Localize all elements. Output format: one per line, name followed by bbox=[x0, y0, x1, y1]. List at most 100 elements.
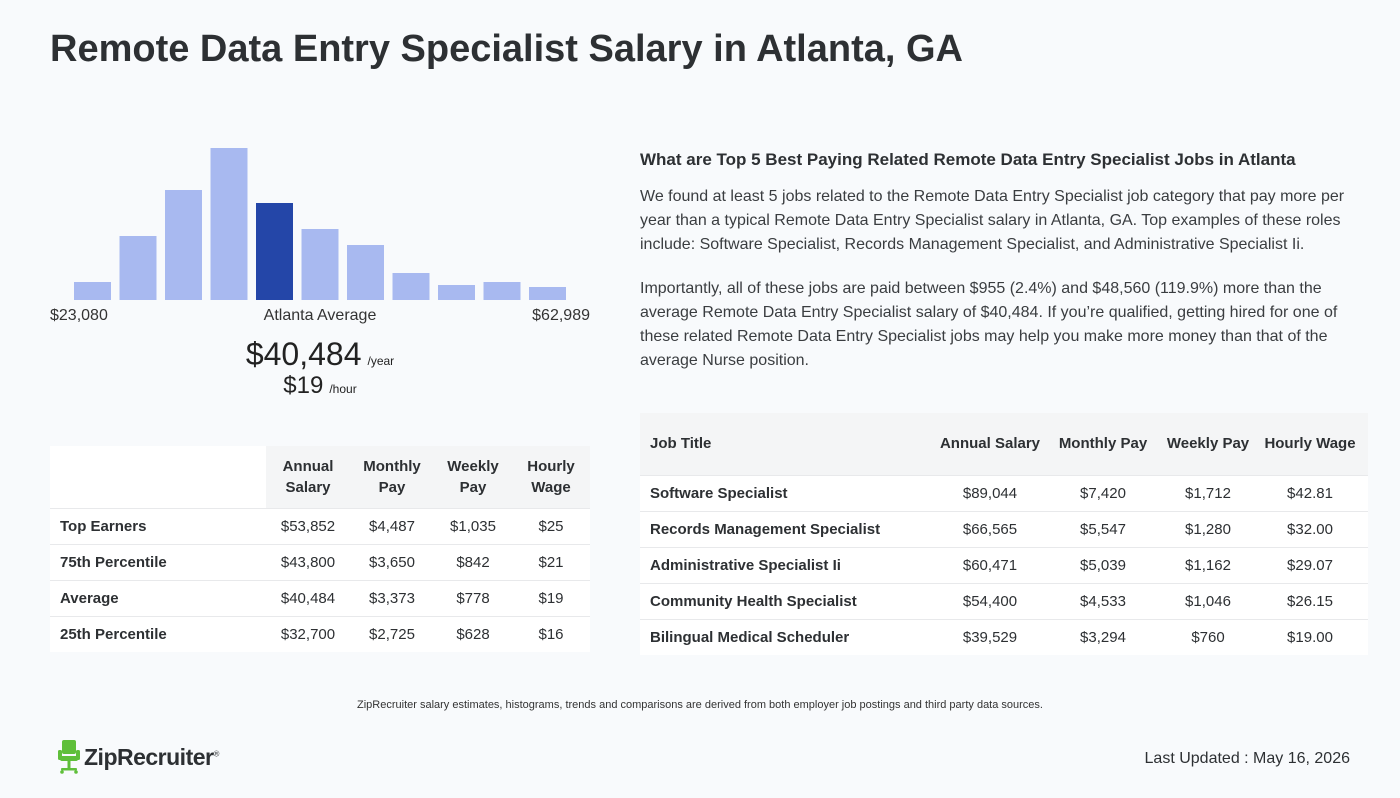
histogram-bar bbox=[529, 287, 566, 300]
logo-text: ZipRecruiter bbox=[84, 743, 214, 770]
table-cell: $1,162 bbox=[1164, 546, 1252, 583]
hourly-wage-unit: /hour bbox=[329, 382, 357, 396]
table-cell: $40,484 bbox=[266, 579, 350, 616]
annual-salary-summary: $40,484/year bbox=[50, 336, 590, 373]
table-cell: $760 bbox=[1164, 618, 1252, 655]
header-hourly-wage: Hourly Wage bbox=[1252, 413, 1368, 475]
header-job-title: Job Title bbox=[640, 413, 938, 475]
histogram-bar bbox=[301, 229, 339, 300]
header-weekly-pay: Weekly Pay bbox=[434, 446, 512, 508]
table-row: Bilingual Medical Scheduler $39,529 $3,294… bbox=[640, 618, 1368, 655]
table-cell: $42.81 bbox=[1252, 474, 1368, 511]
table-cell: $1,046 bbox=[1164, 582, 1252, 619]
percentile-table-header: Annual Salary Monthly Pay Weekly Pay Hou… bbox=[50, 446, 590, 508]
jobs-table-header: Job Title Annual Salary Monthly Pay Week… bbox=[640, 413, 1368, 475]
related-jobs-table: Job Title Annual Salary Monthly Pay Week… bbox=[640, 413, 1368, 655]
table-cell: $1,035 bbox=[434, 507, 512, 544]
histogram-bar bbox=[438, 285, 475, 300]
annual-salary-unit: /year bbox=[367, 354, 395, 368]
related-jobs-paragraph-2: Importantly, all of these jobs are paid … bbox=[640, 280, 1338, 369]
table-row: Community Health Specialist $54,400 $4,533… bbox=[640, 582, 1368, 619]
table-row: Average $40,484 $3,373 $778 $19 bbox=[50, 579, 590, 616]
table-row: 75th Percentile $43,800 $3,650 $842 $21 bbox=[50, 543, 590, 580]
row-label: Administrative Specialist Ii bbox=[640, 546, 938, 583]
related-jobs-heading: What are Top 5 Best Paying Related Remot… bbox=[640, 150, 1296, 169]
histogram-max-label: $62,989 bbox=[532, 307, 590, 324]
registered-mark: ® bbox=[213, 748, 219, 758]
table-cell: $7,420 bbox=[1042, 474, 1164, 511]
row-label: Community Health Specialist bbox=[640, 582, 938, 619]
table-cell: $3,294 bbox=[1042, 618, 1164, 655]
related-jobs-paragraph-1: We found at least 5 jobs related to the … bbox=[640, 188, 1345, 253]
table-cell: $26.15 bbox=[1252, 582, 1368, 619]
table-cell: $39,529 bbox=[938, 618, 1042, 655]
histogram-bar bbox=[165, 190, 202, 300]
table-cell: $43,800 bbox=[266, 543, 350, 580]
table-cell: $3,373 bbox=[350, 579, 434, 616]
disclaimer-text: ZipRecruiter salary estimates, histogram… bbox=[357, 699, 1043, 711]
row-label: 75th Percentile bbox=[50, 543, 266, 580]
chair-icon bbox=[58, 740, 80, 774]
row-label: Records Management Specialist bbox=[640, 510, 938, 547]
histogram-bar bbox=[392, 273, 430, 300]
last-updated: Last Updated : May 16, 2026 bbox=[1144, 750, 1350, 767]
annual-salary-value: $40,484 bbox=[245, 336, 362, 372]
table-row: Administrative Specialist Ii $60,471 $5,03… bbox=[640, 546, 1368, 583]
row-label: Bilingual Medical Scheduler bbox=[640, 618, 938, 655]
table-cell: $628 bbox=[434, 615, 512, 652]
table-cell: $1,712 bbox=[1164, 474, 1252, 511]
table-cell: $53,852 bbox=[266, 507, 350, 544]
table-row: Records Management Specialist $66,565 $5,5… bbox=[640, 510, 1368, 547]
histogram-bar bbox=[210, 148, 248, 300]
table-cell: $4,533 bbox=[1042, 582, 1164, 619]
table-cell: $1,280 bbox=[1164, 510, 1252, 547]
table-cell: $19.00 bbox=[1252, 618, 1368, 655]
row-label: 25th Percentile bbox=[50, 615, 266, 652]
table-cell: $5,039 bbox=[1042, 546, 1164, 583]
table-cell: $25 bbox=[512, 507, 590, 544]
hourly-wage-value: $19 bbox=[283, 372, 324, 399]
table-cell: $5,547 bbox=[1042, 510, 1164, 547]
logo-wordmark: ZipRecruiter® bbox=[84, 744, 219, 771]
table-cell: $66,565 bbox=[938, 510, 1042, 547]
histogram-min-label: $23,080 bbox=[50, 307, 108, 324]
table-cell: $29.07 bbox=[1252, 546, 1368, 583]
header-hourly-wage: Hourly Wage bbox=[512, 446, 590, 508]
row-label: Software Specialist bbox=[640, 474, 938, 511]
table-row: 25th Percentile $32,700 $2,725 $628 $16 bbox=[50, 615, 590, 652]
table-row: Top Earners $53,852 $4,487 $1,035 $25 bbox=[50, 507, 590, 544]
ziprecruiter-logo[interactable]: ZipRecruiter® bbox=[58, 740, 219, 774]
header-annual-salary: Annual Salary bbox=[266, 446, 350, 508]
hourly-wage-summary: $19/hour bbox=[50, 372, 590, 400]
page-title: Remote Data Entry Specialist Salary in A… bbox=[50, 28, 963, 70]
table-cell: $32.00 bbox=[1252, 510, 1368, 547]
histogram-bar bbox=[74, 282, 111, 300]
histogram-bar bbox=[483, 282, 521, 300]
table-cell: $842 bbox=[434, 543, 512, 580]
table-cell: $32,700 bbox=[266, 615, 350, 652]
histogram-bar-highlight bbox=[256, 203, 293, 300]
table-cell: $3,650 bbox=[350, 543, 434, 580]
histogram-bar bbox=[347, 245, 384, 300]
table-cell: $60,471 bbox=[938, 546, 1042, 583]
header-weekly-pay: Weekly Pay bbox=[1164, 413, 1252, 475]
table-cell: $21 bbox=[512, 543, 590, 580]
header-monthly-pay: Monthly Pay bbox=[350, 446, 434, 508]
histogram-bar bbox=[119, 236, 157, 300]
salary-histogram bbox=[74, 148, 566, 300]
table-cell: $89,044 bbox=[938, 474, 1042, 511]
table-cell: $778 bbox=[434, 579, 512, 616]
table-cell: $16 bbox=[512, 615, 590, 652]
table-cell: $19 bbox=[512, 579, 590, 616]
header-monthly-pay: Monthly Pay bbox=[1042, 413, 1164, 475]
row-label: Average bbox=[50, 579, 266, 616]
table-cell: $4,487 bbox=[350, 507, 434, 544]
header-blank bbox=[50, 446, 266, 508]
table-row: Software Specialist $89,044 $7,420 $1,712 $4… bbox=[640, 474, 1368, 511]
header-annual-salary: Annual Salary bbox=[938, 413, 1042, 475]
row-label: Top Earners bbox=[50, 507, 266, 544]
table-cell: $2,725 bbox=[350, 615, 434, 652]
table-cell: $54,400 bbox=[938, 582, 1042, 619]
percentile-table: Annual Salary Monthly Pay Weekly Pay Hou… bbox=[50, 446, 590, 652]
histogram-center-label: Atlanta Average bbox=[263, 307, 377, 324]
